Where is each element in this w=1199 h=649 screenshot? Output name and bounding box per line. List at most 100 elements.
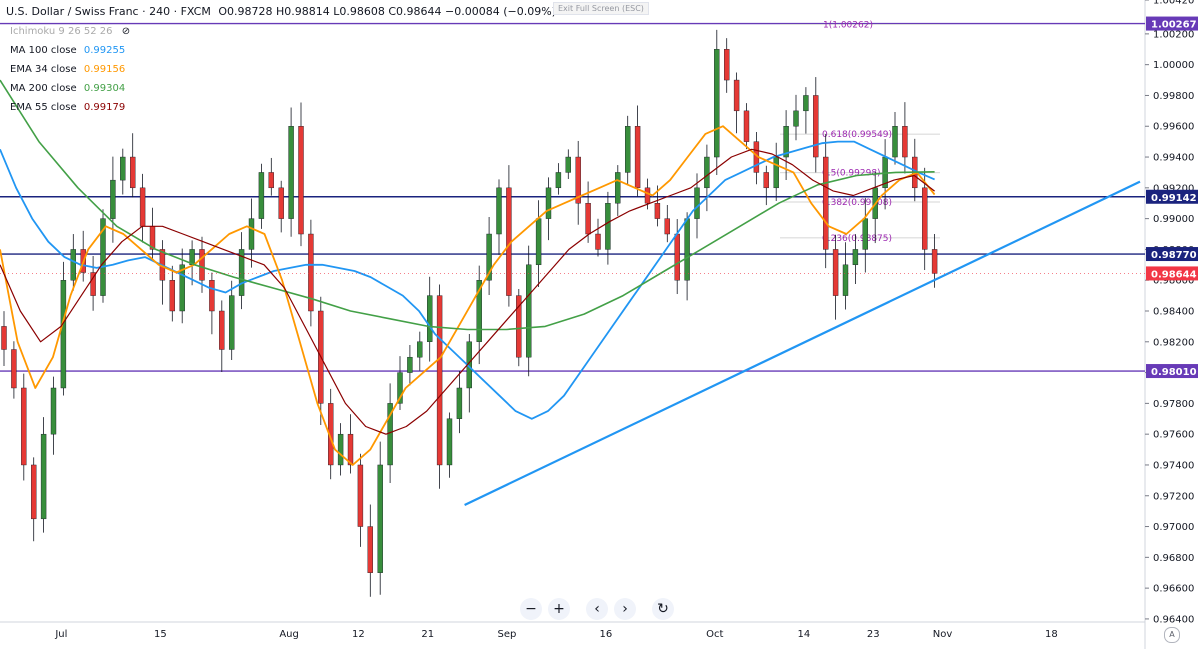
candle-body [50,387,57,435]
y-tick-label: 0.96600 [1153,584,1194,595]
candle-body [902,126,908,158]
candle-body [862,218,868,250]
indicator-ema55[interactable]: EMA 55 close 0.99179 [10,102,125,113]
indicator-ma100[interactable]: MA 100 close 0.99255 [10,45,125,56]
candle-body [258,172,265,219]
ichimoku-legend[interactable]: Ichimoku 9 26 52 26 ⊘ [10,26,130,37]
x-tick-label: Oct [706,629,723,640]
candle-body [555,172,562,189]
indicator-label: MA 100 close [10,45,77,56]
candle-body [397,372,403,404]
chart-nav-toolbar: − + ‹ › ↻ [520,598,674,620]
price-axis [1145,0,1199,649]
ohlc-values: O0.98728 H0.98814 L0.98608 C0.98644 −0.0… [218,5,556,18]
candle-body [615,172,621,204]
indicator-ema34[interactable]: EMA 34 close 0.99156 [10,64,125,75]
ma-line-ma-200-close [0,79,935,331]
zoom-out-button[interactable]: − [520,598,542,620]
candle-body [535,218,542,266]
indicator-ma200[interactable]: MA 200 close 0.99304 [10,83,125,94]
candle-body [90,272,96,296]
x-tick-label: 21 [421,629,434,640]
candle-body [60,280,67,389]
candle-body [407,356,413,373]
candle-body [456,387,463,419]
candle-body [367,526,373,573]
horizontal-level-badge [1146,16,1198,31]
candle-body [268,172,274,189]
candle-body [704,156,710,189]
candle-body [803,95,809,112]
candle-body [842,264,849,296]
candle-body [238,249,245,296]
candle-body [892,126,898,158]
candle-body [476,280,482,342]
candle-body [199,249,205,281]
y-tick-label: 0.98200 [1153,337,1194,348]
candle-body [446,418,453,466]
candle-body [120,156,126,181]
candle-body [743,110,750,142]
scroll-forward-button[interactable]: › [614,598,636,620]
exit-fullscreen-button[interactable]: Exit Full Screen (ESC) [553,2,649,15]
y-tick-label: 1.00000 [1153,60,1194,71]
horizontal-level-label: 0.98770 [1151,250,1197,261]
eye-hidden-icon[interactable]: ⊘ [121,26,131,37]
candle-body [278,187,284,219]
candle-body [486,233,492,281]
x-tick-label: 23 [867,629,880,640]
zoom-in-button[interactable]: + [548,598,570,620]
candle-body [377,464,383,573]
candle-body [21,387,27,466]
horizontal-level-label: 1.00267 [1151,20,1197,31]
horizontal-level-label: 0.98010 [1151,367,1197,378]
x-tick-label: Nov [933,629,953,640]
y-tick-label: 0.96400 [1153,614,1194,625]
candle-body [427,295,433,342]
candle-body [179,264,185,312]
y-tick-label: 0.99200 [1153,183,1194,194]
candle-body [209,280,215,312]
fib-level-label: 0.5(0.99298) [822,169,881,179]
candle-body [793,110,799,127]
candle-body [417,341,423,358]
current-price-badge [1146,266,1198,281]
candle-body [11,349,17,389]
horizontal-level-badge [1146,189,1198,204]
x-tick-label: Sep [497,629,516,640]
trendline [464,180,1141,506]
candle-body [298,126,304,235]
y-tick-label: 0.99800 [1153,91,1194,102]
candle-body [436,295,443,466]
y-tick-label: 1.00420 [1153,0,1194,7]
x-tick-label: 15 [154,629,167,640]
x-tick-label: 12 [352,629,365,640]
candle-body [129,156,136,189]
indicator-label: EMA 34 close [10,64,77,75]
ichimoku-label: Ichimoku 9 26 52 26 [10,26,113,37]
candle-body [674,233,680,281]
candle-body [347,433,354,466]
candle-body [308,233,314,312]
candle-body [139,187,146,227]
candle-body [714,49,720,158]
y-tick-label: 0.98600 [1153,276,1194,287]
x-tick-label: Jul [54,629,67,640]
candle-body [70,249,77,281]
horizontal-level-label: 0.99142 [1151,193,1197,204]
candle-body [783,126,789,158]
candle-body [852,249,859,266]
horizontal-level-badge [1146,247,1198,262]
auto-scale-button[interactable]: A [1164,627,1180,643]
candle-body [496,187,502,235]
indicator-value: 0.99255 [83,45,126,56]
reset-chart-button[interactable]: ↻ [652,598,674,620]
fib-level-label: 0.236(0.98875) [822,234,892,244]
candle-body [575,156,581,204]
y-tick-label: 0.96800 [1153,553,1194,564]
fib-level-label: 0.382(0.99108) [822,198,892,208]
candle-body [545,187,552,219]
scroll-back-button[interactable]: ‹ [586,598,608,620]
